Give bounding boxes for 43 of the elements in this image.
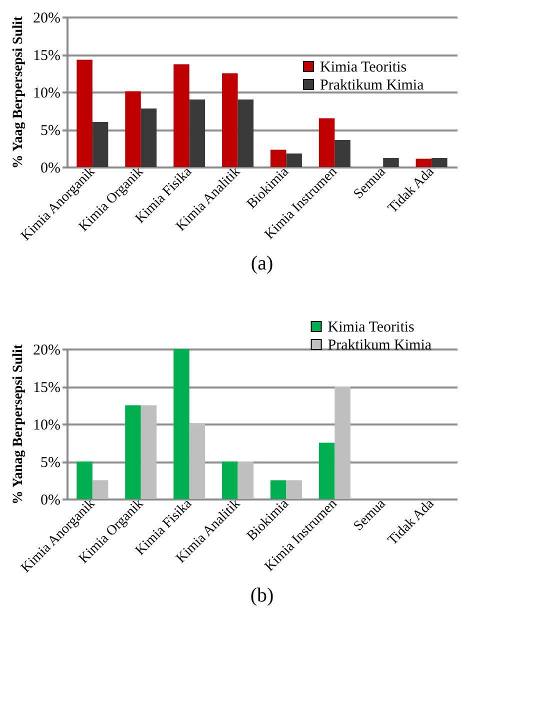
y-tick-label: 10% xyxy=(33,418,60,434)
legend-label: Praktikum Kimia xyxy=(328,338,432,354)
bar xyxy=(334,140,350,167)
legend-label: Kimia Teoritis xyxy=(320,60,407,76)
bar xyxy=(76,60,92,167)
bar xyxy=(92,480,108,499)
bar xyxy=(222,462,238,499)
bar xyxy=(270,480,286,499)
bar xyxy=(140,405,157,499)
text: (b) xyxy=(250,584,274,606)
bar xyxy=(416,158,432,167)
bar xyxy=(76,462,92,499)
y-tick-label: 5% xyxy=(40,455,60,471)
bar xyxy=(125,91,141,167)
y-tick-label: 10% xyxy=(33,86,60,102)
legend-label: Kimia Teoritis xyxy=(328,320,415,336)
y-tick-label: 20% xyxy=(33,342,60,358)
bar xyxy=(318,118,335,167)
bar xyxy=(286,480,302,499)
y-tick-label: 20% xyxy=(33,10,60,26)
text: (a) xyxy=(250,252,274,274)
bar xyxy=(174,64,190,167)
y-tick-label: 15% xyxy=(33,48,60,64)
y-axis-title: % Yanag Berpersepsi Sulit xyxy=(11,344,26,505)
bar xyxy=(222,73,238,167)
y-tick-label: 5% xyxy=(40,123,60,139)
bar xyxy=(238,100,254,167)
bar xyxy=(92,122,108,167)
bar xyxy=(318,442,335,499)
y-tick-label: 15% xyxy=(33,380,60,396)
y-axis-title: % Yaag Berpersepsi Sulit xyxy=(11,16,26,169)
bar xyxy=(189,100,206,167)
bar xyxy=(432,158,448,167)
bar xyxy=(238,462,254,499)
bar xyxy=(140,108,157,167)
bar xyxy=(189,424,206,499)
bar xyxy=(334,386,350,499)
bar xyxy=(286,154,302,167)
bar xyxy=(383,158,399,167)
bar xyxy=(270,150,286,167)
legend-label: Praktikum Kimia xyxy=(320,78,424,94)
bar xyxy=(174,349,190,499)
bar xyxy=(125,405,141,499)
